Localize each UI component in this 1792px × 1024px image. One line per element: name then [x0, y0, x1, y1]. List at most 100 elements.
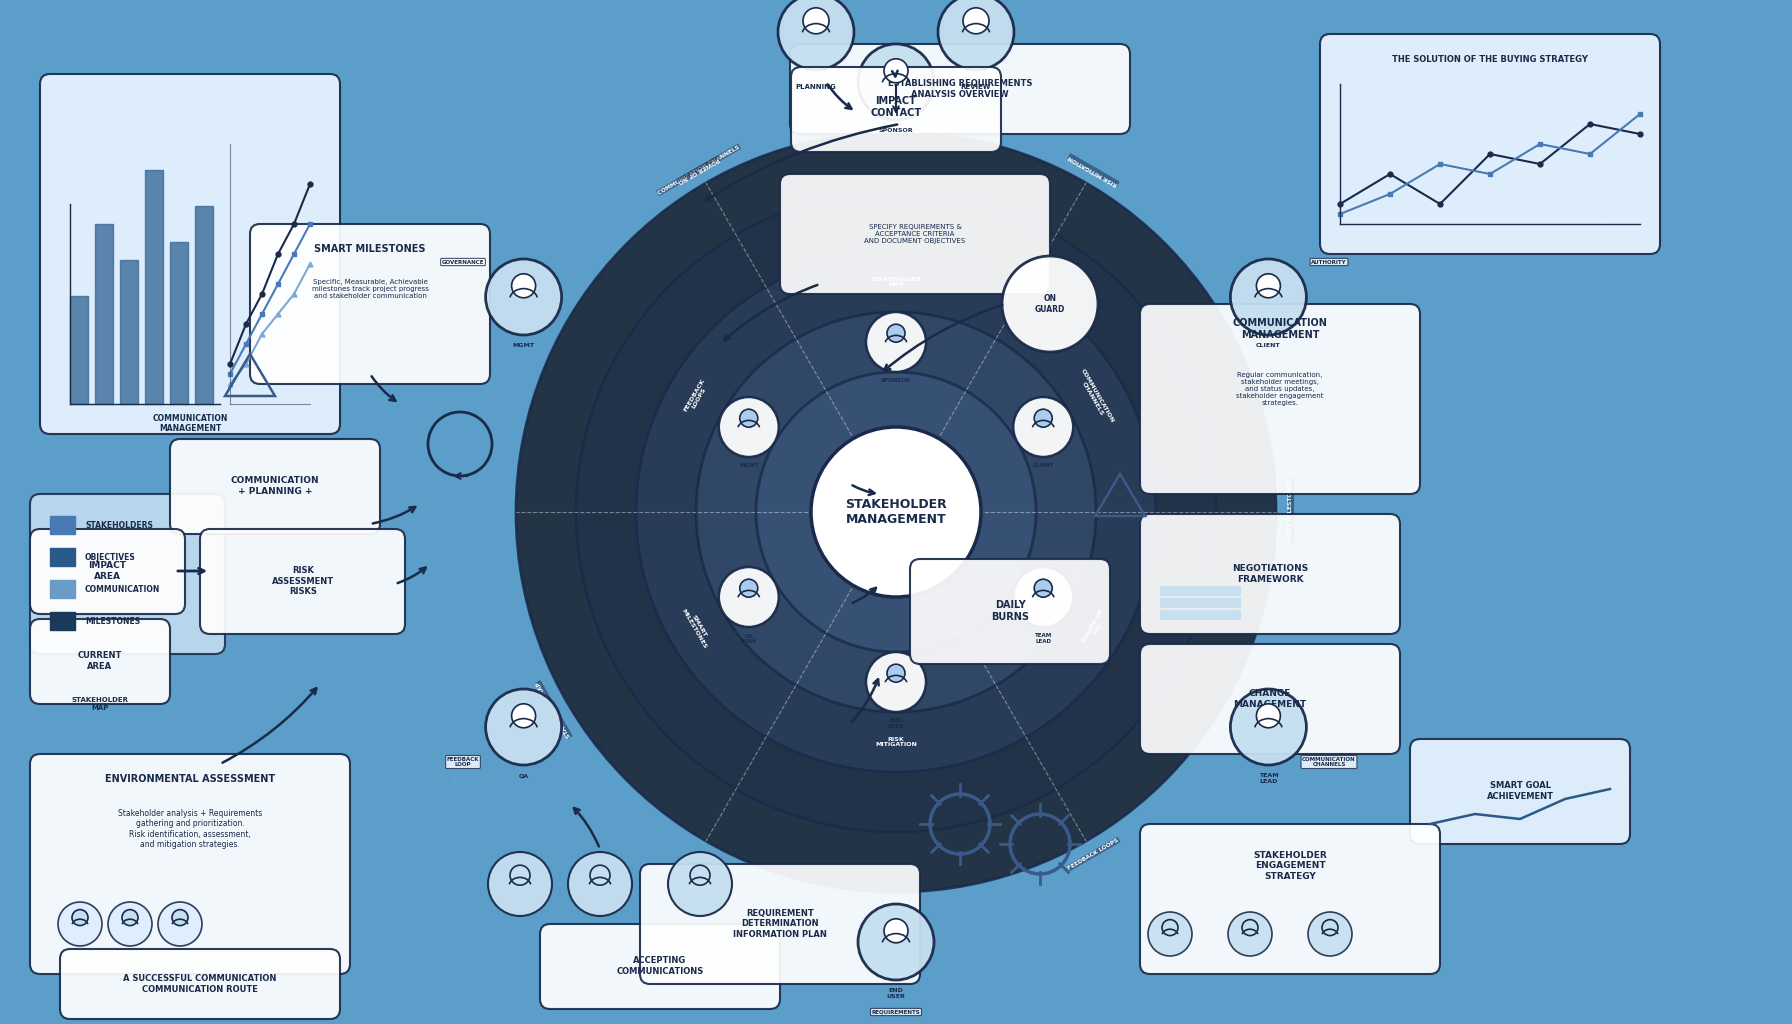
Text: SPECIFY REQUIREMENTS &
ACCEPTANCE CRITERIA
AND DOCUMENT OBJECTIVES: SPECIFY REQUIREMENTS & ACCEPTANCE CRITER…: [864, 224, 966, 244]
Circle shape: [740, 410, 758, 427]
FancyBboxPatch shape: [640, 864, 919, 984]
Text: RISK
ASSESSMENT
RISKS: RISK ASSESSMENT RISKS: [272, 566, 333, 596]
Circle shape: [1034, 410, 1052, 427]
Bar: [50, 580, 75, 598]
Circle shape: [1322, 920, 1339, 936]
FancyBboxPatch shape: [30, 494, 226, 654]
Circle shape: [937, 0, 1014, 70]
Text: GOVERNANCE: GOVERNANCE: [443, 259, 484, 264]
Text: REVIEW: REVIEW: [961, 84, 991, 90]
Text: Regular communication,
stakeholder meetings,
and status updates,
stakeholder eng: Regular communication, stakeholder meeti…: [1236, 372, 1324, 406]
Circle shape: [883, 919, 909, 943]
Circle shape: [1149, 912, 1192, 956]
Text: ESTABLISHING REQUIREMENTS
ANALYSIS OVERVIEW: ESTABLISHING REQUIREMENTS ANALYSIS OVERV…: [887, 79, 1032, 98]
Bar: [170, 242, 188, 404]
FancyBboxPatch shape: [170, 439, 380, 534]
Circle shape: [719, 567, 780, 627]
Circle shape: [1228, 912, 1272, 956]
Bar: [50, 548, 75, 566]
FancyBboxPatch shape: [1140, 304, 1419, 494]
Circle shape: [1231, 689, 1306, 765]
Text: SMART GOAL
ACHIEVEMENT: SMART GOAL ACHIEVEMENT: [1487, 781, 1554, 801]
FancyBboxPatch shape: [1140, 644, 1400, 754]
Text: END
USER: END USER: [887, 718, 905, 729]
Circle shape: [1002, 256, 1098, 352]
Circle shape: [858, 904, 934, 980]
Bar: [195, 206, 213, 404]
Circle shape: [719, 397, 780, 457]
Circle shape: [636, 252, 1156, 772]
Text: STAKEHOLDER
ENGAGEMENT
STRATEGY: STAKEHOLDER ENGAGEMENT STRATEGY: [1253, 851, 1326, 881]
Bar: [120, 260, 138, 404]
FancyBboxPatch shape: [910, 559, 1109, 664]
Text: SMART
MILESTONES: SMART MILESTONES: [681, 605, 713, 649]
Text: QA: QA: [518, 773, 529, 778]
Text: SPONSOR: SPONSOR: [882, 378, 910, 383]
Circle shape: [1231, 259, 1306, 335]
Circle shape: [158, 902, 202, 946]
Text: FEEDBACK LOOPS: FEEDBACK LOOPS: [1068, 838, 1120, 870]
Circle shape: [1256, 703, 1281, 728]
Text: CURRENT
AREA: CURRENT AREA: [77, 651, 122, 671]
Circle shape: [108, 902, 152, 946]
Circle shape: [511, 703, 536, 728]
Text: COMMUNICATION
MANAGEMENT: COMMUNICATION MANAGEMENT: [1233, 318, 1328, 340]
Circle shape: [740, 580, 758, 597]
Text: RISK MITIGATION: RISK MITIGATION: [1068, 154, 1118, 186]
Text: TEAM
LEAD: TEAM LEAD: [1034, 633, 1052, 644]
Circle shape: [57, 902, 102, 946]
Text: STAKEHOLDER
MANAGEMENT: STAKEHOLDER MANAGEMENT: [846, 498, 946, 526]
Circle shape: [668, 852, 731, 916]
Text: ON
GUARD: ON GUARD: [1034, 294, 1064, 313]
Text: CLIENT: CLIENT: [1032, 463, 1054, 468]
Text: AUTHORITY: AUTHORITY: [1312, 259, 1348, 264]
Text: NEGOTIATIONS
FRAMEWORK: NEGOTIATIONS FRAMEWORK: [1231, 564, 1308, 584]
FancyBboxPatch shape: [790, 67, 1002, 152]
Text: IMPACT
AREA: IMPACT AREA: [88, 561, 125, 581]
Text: A SUCCESSFUL COMMUNICATION
COMMUNICATION ROUTE: A SUCCESSFUL COMMUNICATION COMMUNICATION…: [124, 974, 276, 993]
Text: MGMT: MGMT: [513, 343, 534, 348]
Circle shape: [1242, 920, 1258, 936]
Circle shape: [1308, 912, 1351, 956]
FancyBboxPatch shape: [790, 44, 1131, 134]
Bar: [145, 170, 163, 404]
Circle shape: [812, 427, 980, 597]
Circle shape: [803, 8, 830, 34]
Text: REQUIREMENTS: REQUIREMENTS: [871, 1010, 921, 1015]
Circle shape: [866, 652, 926, 712]
FancyBboxPatch shape: [1410, 739, 1631, 844]
Circle shape: [858, 44, 934, 120]
Text: FEEDBACK
LOOPS: FEEDBACK LOOPS: [683, 378, 711, 416]
Circle shape: [756, 372, 1036, 652]
Text: SMART MILESTONES: SMART MILESTONES: [1288, 479, 1294, 545]
Text: RISK
MITIGATION: RISK MITIGATION: [874, 736, 918, 748]
Text: STAKEHOLDER MAP: STAKEHOLDER MAP: [536, 681, 572, 738]
Text: CHANGE
MANAGEMENT: CHANGE MANAGEMENT: [1233, 689, 1306, 709]
Text: COMMUNICATION CHANNELS: COMMUNICATION CHANNELS: [656, 144, 740, 196]
Text: IMPACT
CONTACT: IMPACT CONTACT: [871, 96, 921, 118]
Polygon shape: [39, 654, 159, 754]
Text: COMMUNICATION
CHANNELS: COMMUNICATION CHANNELS: [1075, 368, 1115, 426]
Circle shape: [511, 273, 536, 298]
Circle shape: [1012, 397, 1073, 457]
Circle shape: [962, 8, 989, 34]
Text: MILESTONES: MILESTONES: [84, 616, 140, 626]
Circle shape: [511, 865, 530, 885]
Circle shape: [695, 312, 1097, 712]
FancyBboxPatch shape: [30, 754, 349, 974]
FancyBboxPatch shape: [30, 618, 170, 705]
FancyBboxPatch shape: [251, 224, 489, 384]
Text: PLANNING: PLANNING: [796, 84, 837, 90]
Circle shape: [122, 909, 138, 926]
Circle shape: [883, 58, 909, 83]
Text: Stakeholder analysis + Requirements
gathering and prioritization.
Risk identific: Stakeholder analysis + Requirements gath…: [118, 809, 262, 849]
Bar: [1159, 586, 1240, 595]
FancyBboxPatch shape: [539, 924, 780, 1009]
FancyBboxPatch shape: [780, 174, 1050, 294]
Text: QA
TEAM: QA TEAM: [740, 633, 758, 644]
Text: COMMUNICATION: COMMUNICATION: [84, 585, 159, 594]
FancyBboxPatch shape: [1140, 824, 1441, 974]
Circle shape: [590, 865, 609, 885]
Circle shape: [887, 665, 905, 682]
FancyBboxPatch shape: [1140, 514, 1400, 634]
